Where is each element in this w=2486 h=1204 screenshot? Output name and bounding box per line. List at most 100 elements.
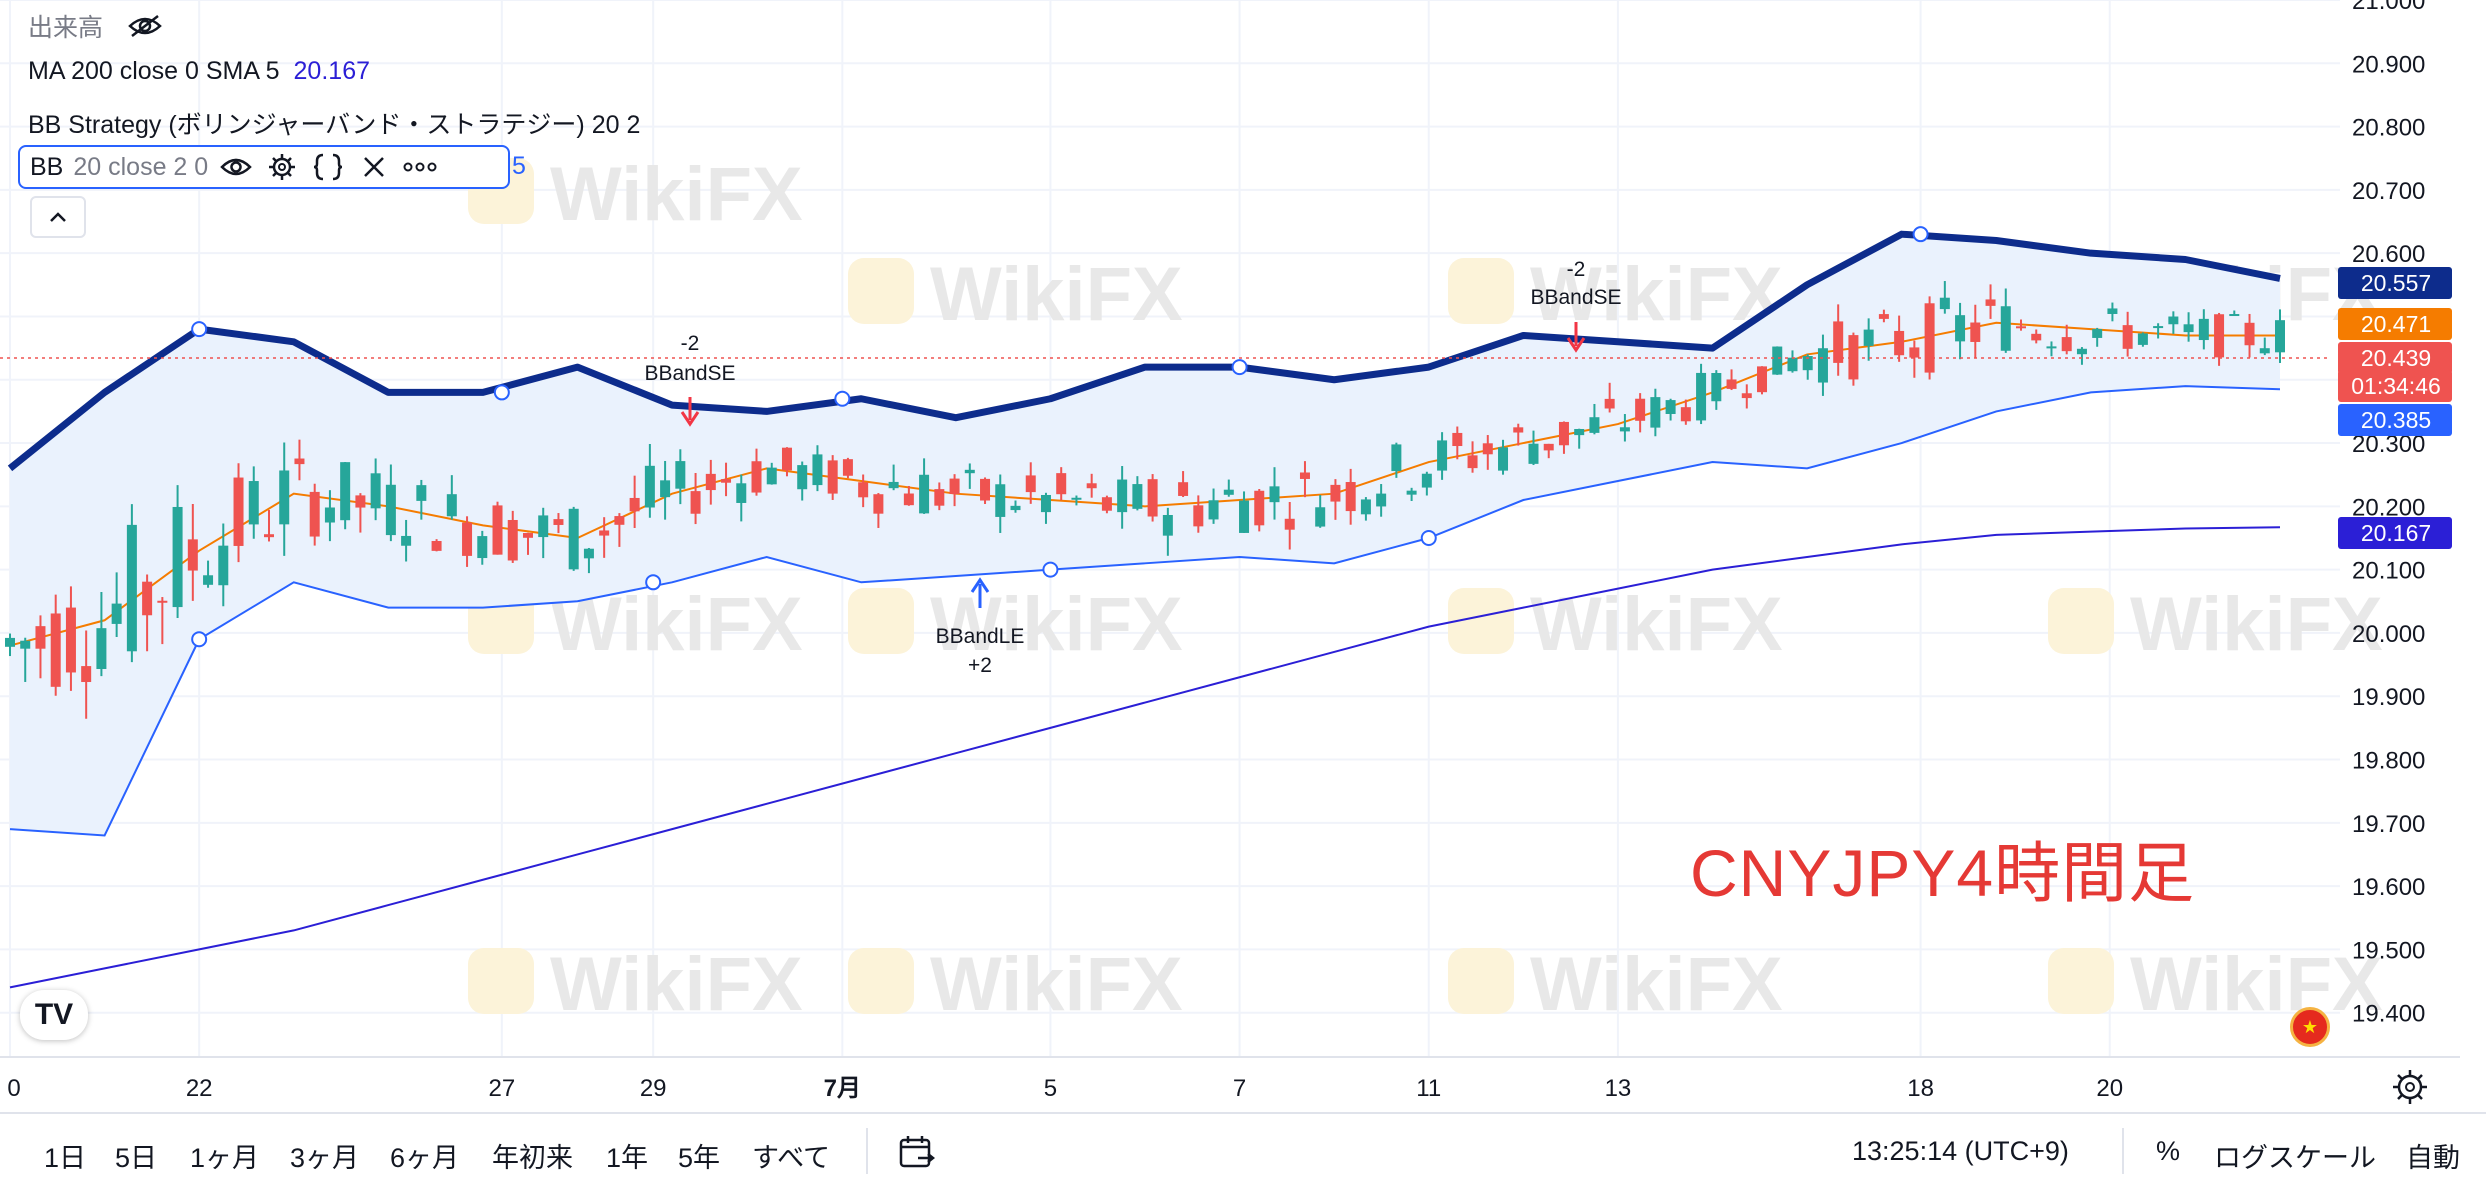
ma-legend-label: MA 200 close 0 SMA 5 [28,57,280,85]
ma-legend[interactable]: MA 200 close 0 SMA 5 20.167 [28,57,370,86]
bb-strategy-legend[interactable]: BB Strategy (ボリンジャーバンド・ストラテジー) 20 2 [28,105,640,141]
price-tick-label: 19.600 [2352,874,2425,901]
candle-body [873,494,884,514]
range-3m-button[interactable]: 3ヶ月 [290,1143,360,1173]
close-icon[interactable] [356,149,392,185]
percent-toggle[interactable]: % [2156,1136,2181,1166]
price-tick-label: 19.700 [2352,811,2425,838]
candle-body [1223,489,1234,495]
candle-body [1391,444,1402,472]
candle-body [187,539,198,571]
candle-body [2137,333,2148,345]
range-1d-button[interactable]: 1日 [44,1143,87,1173]
candle-body [1635,398,1646,421]
candle-body [705,473,716,491]
more-dots-icon[interactable] [402,149,438,185]
signal-3-label: BBandLE [936,625,1025,648]
candle-body [1741,393,1752,399]
signal-1-name: BBandSE [644,362,735,385]
candle-body [431,540,442,551]
band-marker [1042,561,1059,578]
range-1y-button[interactable]: 1年 [606,1143,649,1173]
candle-body [1132,484,1143,509]
range-all-button[interactable]: すべて [752,1143,831,1173]
band-marker [191,321,208,338]
settings-gear-icon[interactable] [2393,1070,2427,1104]
candle-body [614,516,625,525]
range-1m-button[interactable]: 1ヶ月 [190,1143,260,1173]
candle-body [1543,443,1554,451]
date-range-calendar-icon[interactable] [898,1134,936,1175]
candle-body [1604,398,1615,409]
candle-body [2122,325,2133,349]
candle-body [1909,347,1920,358]
candle-body [2092,329,2103,338]
price-tick-label: 19.400 [2352,1001,2425,1028]
price-tag-label: 20.557 [2361,270,2431,296]
candle-body [1757,366,1768,393]
price-chart[interactable]: WikiFX WikiFX WikiFX WikiFX WikiFX WikiFX Wiki… [0,0,2486,1112]
band-marker [1420,529,1437,546]
collapse-legend-button[interactable] [30,196,86,238]
signal-2-label: -2 [1567,258,1586,281]
candle-body [263,534,274,538]
range-5d-button[interactable]: 5日 [115,1143,158,1173]
candle-body [1162,514,1173,536]
log-scale-toggle[interactable]: ログスケール [2214,1143,2376,1173]
time-tick-label: 29 [640,1075,667,1102]
candle-body [2214,314,2225,358]
volume-legend[interactable]: 出来高 [28,8,162,45]
candle-body [1894,330,1905,356]
candle-body [1833,321,1844,363]
candle-body [416,485,427,501]
eye-off-icon[interactable] [128,14,162,45]
candle-body [812,454,823,486]
price-tick-label: 19.800 [2352,748,2425,775]
overlay-title: CNYJPY4時間足 [1690,836,2196,910]
bb-legend-name: BB [30,152,64,181]
candle-body [294,458,305,465]
candle-body [2153,326,2164,329]
range-5y-button[interactable]: 5年 [678,1143,721,1173]
candle-body [385,484,396,536]
candle-body [1680,407,1691,422]
candle-body [218,545,229,586]
tradingview-logo-icon[interactable]: TV [20,990,88,1040]
candle-body [2076,348,2087,355]
price-tag-label: 20.385 [2361,407,2431,433]
range-ytd-button[interactable]: 年初来 [492,1143,573,1173]
bb-legend-params: 20 close 2 0 [73,152,209,181]
code-braces-icon[interactable] [310,149,346,185]
candle-body [1345,482,1356,512]
candle-body [65,607,76,673]
candle-body [1878,314,1889,319]
candle-body [1269,486,1280,503]
candle-body [1315,507,1326,527]
bb-legend[interactable]: BB 20 close 2 0 [18,145,510,189]
time-tick-label: 18 [1907,1075,1934,1102]
candle-body [492,505,503,555]
bb-strategy-label: BB Strategy (ボリンジャーバンド・ストラテジー) 20 2 [28,111,641,139]
eye-icon[interactable] [218,149,254,185]
signal-bbandle: BBandLE +2 [936,577,1025,677]
clock-timezone[interactable]: 13:25:14 (UTC+9) [1852,1136,2069,1166]
candle-body [1406,490,1417,495]
ma200-line [9,526,2281,989]
candle-body [1924,303,1935,373]
candle-body [233,477,244,546]
time-axis[interactable]: 0 22 27 29 7月 5 7 11 13 18 20 [7,1075,2123,1102]
band-marker [493,384,510,401]
watermark-text: WikiFX [930,942,1183,1027]
candle-body [1939,297,1950,310]
candle-body [1101,497,1112,511]
auto-scale-toggle[interactable]: 自動 [2406,1143,2460,1173]
candle-body [1619,427,1630,432]
watermark-text: WikiFX [2130,942,2383,1027]
candle-body [1010,505,1021,511]
gear-icon[interactable] [264,149,300,185]
candle-body [1665,400,1676,414]
watermark-text: WikiFX [930,252,1183,337]
toolbar-divider [866,1128,868,1174]
candle-body [888,481,899,489]
range-6m-button[interactable]: 6ヶ月 [390,1143,460,1173]
